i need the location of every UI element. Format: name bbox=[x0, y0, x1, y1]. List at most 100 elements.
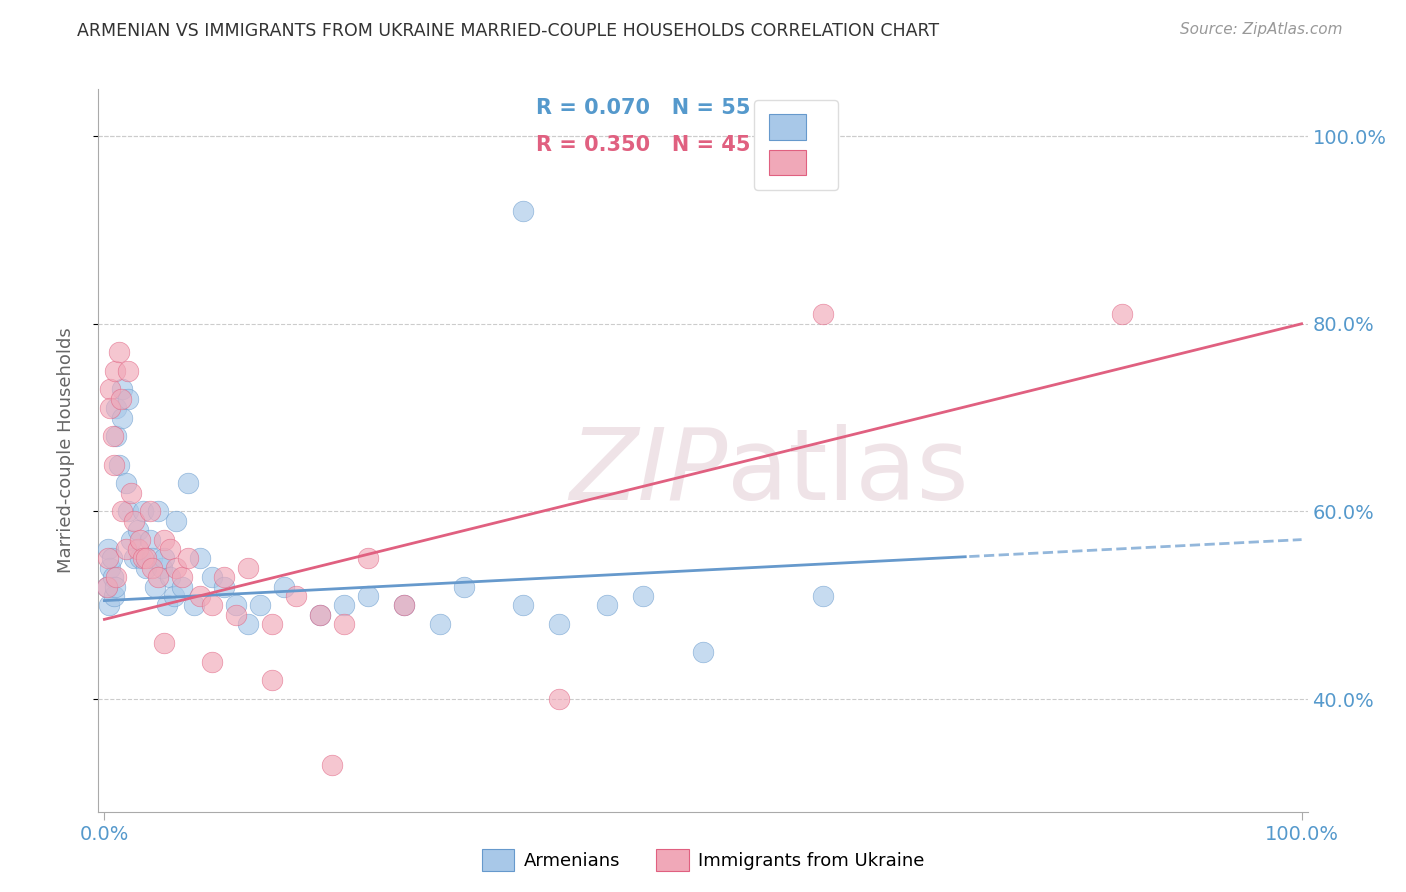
Point bbox=[111, 410, 134, 425]
Point bbox=[115, 541, 138, 556]
Legend:  ,  : , bbox=[754, 100, 838, 190]
Point bbox=[392, 599, 415, 613]
Point bbox=[96, 580, 118, 594]
Point bbox=[631, 589, 654, 603]
Point bbox=[249, 599, 271, 613]
Point bbox=[120, 533, 142, 547]
Point bbox=[163, 589, 186, 603]
Point bbox=[153, 636, 176, 650]
Point bbox=[811, 307, 834, 321]
Point bbox=[165, 560, 187, 574]
Point bbox=[104, 580, 127, 594]
Point bbox=[111, 383, 134, 397]
Point bbox=[201, 570, 224, 584]
Point bbox=[124, 551, 146, 566]
Point bbox=[309, 607, 332, 622]
Point bbox=[392, 599, 415, 613]
Point bbox=[127, 523, 149, 537]
Point bbox=[105, 429, 128, 443]
Point bbox=[1111, 307, 1133, 321]
Point bbox=[357, 551, 380, 566]
Point bbox=[100, 383, 122, 397]
Point bbox=[273, 580, 295, 594]
Point bbox=[101, 429, 124, 443]
Text: ARMENIAN VS IMMIGRANTS FROM UKRAINE MARRIED-COUPLE HOUSEHOLDS CORRELATION CHART: ARMENIAN VS IMMIGRANTS FROM UKRAINE MARR… bbox=[77, 22, 939, 40]
Point bbox=[135, 551, 157, 566]
Point bbox=[103, 458, 125, 472]
Point bbox=[225, 607, 247, 622]
Point bbox=[104, 364, 127, 378]
Point bbox=[453, 580, 475, 594]
Point bbox=[357, 589, 380, 603]
Point bbox=[105, 570, 128, 584]
Point bbox=[100, 560, 122, 574]
Point bbox=[139, 504, 162, 518]
Point bbox=[139, 533, 162, 547]
Point bbox=[172, 580, 194, 594]
Point bbox=[811, 589, 834, 603]
Point bbox=[107, 345, 129, 359]
Point bbox=[96, 580, 118, 594]
Point bbox=[153, 551, 176, 566]
Point bbox=[129, 551, 152, 566]
Point bbox=[120, 485, 142, 500]
Point bbox=[124, 514, 146, 528]
Point bbox=[201, 655, 224, 669]
Point bbox=[132, 504, 155, 518]
Point bbox=[512, 599, 534, 613]
Point bbox=[98, 599, 121, 613]
Point bbox=[225, 599, 247, 613]
Point bbox=[148, 570, 170, 584]
Point bbox=[548, 617, 571, 632]
Legend: Armenians, Immigrants from Ukraine: Armenians, Immigrants from Ukraine bbox=[475, 842, 931, 879]
Point bbox=[172, 570, 194, 584]
Point bbox=[143, 580, 166, 594]
Point bbox=[429, 617, 451, 632]
Point bbox=[177, 476, 200, 491]
Point bbox=[135, 560, 157, 574]
Point bbox=[260, 673, 283, 688]
Point bbox=[284, 589, 307, 603]
Point bbox=[512, 204, 534, 219]
Point bbox=[260, 617, 283, 632]
Text: R = 0.350   N = 45: R = 0.350 N = 45 bbox=[536, 135, 751, 154]
Point bbox=[548, 692, 571, 706]
Point bbox=[129, 533, 152, 547]
Point bbox=[321, 757, 343, 772]
Point bbox=[127, 541, 149, 556]
Point bbox=[150, 560, 173, 574]
Point bbox=[153, 533, 176, 547]
Point bbox=[692, 645, 714, 659]
Point bbox=[101, 570, 124, 584]
Y-axis label: Married-couple Households: Married-couple Households bbox=[56, 327, 75, 574]
Point bbox=[132, 551, 155, 566]
Point bbox=[148, 504, 170, 518]
Point bbox=[165, 514, 187, 528]
Text: ZIP: ZIP bbox=[569, 424, 727, 521]
Text: R = 0.070   N = 55: R = 0.070 N = 55 bbox=[536, 98, 751, 119]
Point bbox=[100, 401, 122, 416]
Point bbox=[177, 551, 200, 566]
Point bbox=[110, 392, 132, 406]
Point bbox=[201, 599, 224, 613]
Point bbox=[117, 364, 139, 378]
Point bbox=[141, 560, 163, 574]
Point bbox=[117, 504, 139, 518]
Point bbox=[159, 570, 181, 584]
Point bbox=[596, 599, 619, 613]
Point bbox=[333, 617, 356, 632]
Text: Source: ZipAtlas.com: Source: ZipAtlas.com bbox=[1180, 22, 1343, 37]
Point bbox=[97, 551, 120, 566]
Point bbox=[107, 458, 129, 472]
Point bbox=[212, 580, 235, 594]
Point bbox=[115, 476, 138, 491]
Point bbox=[188, 551, 211, 566]
Point bbox=[183, 599, 205, 613]
Point bbox=[159, 541, 181, 556]
Point bbox=[188, 589, 211, 603]
Point bbox=[105, 401, 128, 416]
Point bbox=[103, 589, 125, 603]
Point bbox=[97, 541, 120, 556]
Point bbox=[141, 551, 163, 566]
Point bbox=[236, 617, 259, 632]
